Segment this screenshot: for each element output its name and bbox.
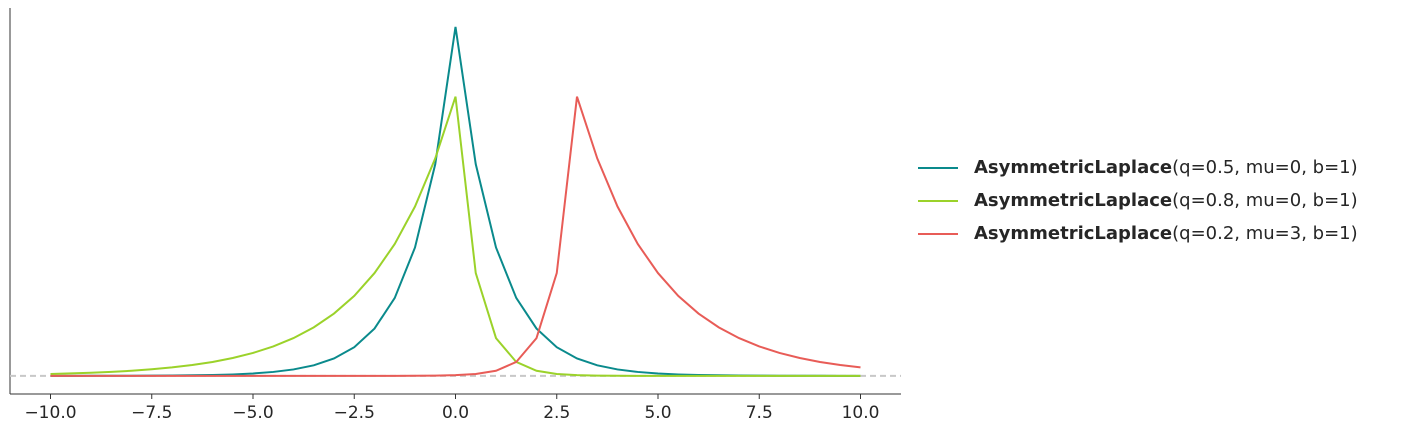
legend-label: AsymmetricLaplace(q=0.8, mu=0, b=1): [974, 190, 1358, 211]
legend-label-params: (q=0.8, mu=0, b=1): [1172, 190, 1358, 211]
legend-label: AsymmetricLaplace(q=0.5, mu=0, b=1): [974, 157, 1358, 178]
x-tick-label: −2.5: [334, 403, 375, 423]
x-tick-label: 2.5: [543, 403, 570, 423]
series-line: [50, 26, 861, 377]
x-tick-label: −10.0: [24, 403, 76, 423]
x-tick-label: 10.0: [842, 403, 880, 423]
series-line: [50, 96, 861, 377]
legend-label-bold: AsymmetricLaplace: [974, 190, 1172, 211]
x-tick-label: 7.5: [746, 403, 773, 423]
legend-label-bold: AsymmetricLaplace: [974, 223, 1172, 244]
legend-label-params: (q=0.2, mu=3, b=1): [1172, 223, 1358, 244]
x-tick-label: −7.5: [131, 403, 172, 423]
series-line: [50, 96, 861, 377]
legend-label-params: (q=0.5, mu=0, b=1): [1172, 157, 1358, 178]
x-tick-label: 0.0: [442, 403, 469, 423]
legend-label-bold: AsymmetricLaplace: [974, 157, 1172, 178]
x-tick-label: −5.0: [232, 403, 273, 423]
legend-label: AsymmetricLaplace(q=0.2, mu=3, b=1): [974, 223, 1358, 244]
x-tick-label: 5.0: [644, 403, 671, 423]
